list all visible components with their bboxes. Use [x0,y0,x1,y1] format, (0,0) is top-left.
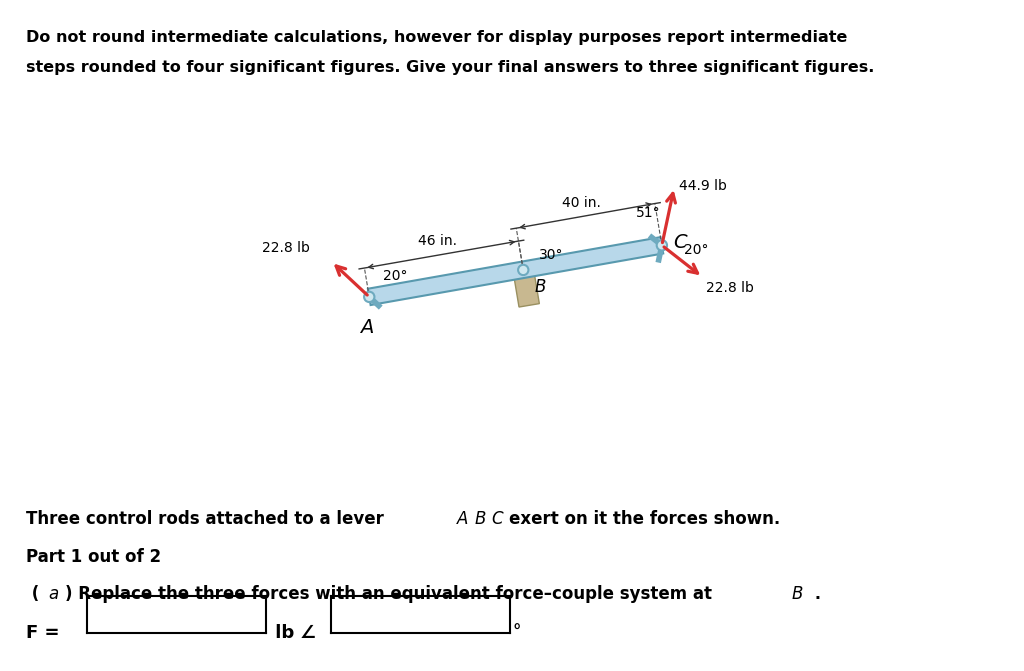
Text: $A$ $B$ $C$: $A$ $B$ $C$ [456,510,505,528]
Text: F =: F = [26,624,59,642]
Text: exert on it the forces shown.: exert on it the forces shown. [509,510,780,528]
Text: Do not round intermediate calculations, however for display purposes report inte: Do not round intermediate calculations, … [26,30,847,45]
Circle shape [518,265,528,275]
Circle shape [656,240,667,250]
Text: ∠: ∠ [300,624,316,642]
Text: Three control rods attached to a lever: Three control rods attached to a lever [26,510,389,528]
Text: ) Replace the three forces with an equivalent force–couple system at: ) Replace the three forces with an equiv… [65,585,717,603]
Text: $B$: $B$ [791,585,803,603]
Text: Part 1 out of 2: Part 1 out of 2 [26,548,161,566]
Text: 20°: 20° [684,244,709,257]
Text: 51°: 51° [636,207,660,220]
Polygon shape [368,237,664,305]
Text: $C$: $C$ [673,233,688,252]
Text: 44.9 lb: 44.9 lb [679,178,727,193]
Text: $A$: $A$ [358,319,374,338]
Text: lb: lb [269,624,301,642]
Polygon shape [514,274,540,307]
Text: (: ( [26,585,39,603]
Text: $a$: $a$ [48,585,59,603]
Text: 46 in.: 46 in. [418,234,457,248]
Text: .: . [809,585,821,603]
Text: 22.8 lb: 22.8 lb [262,242,310,256]
Text: $B$: $B$ [535,278,547,296]
Text: 30°: 30° [539,248,563,262]
Text: 20°: 20° [383,269,408,283]
Text: steps rounded to four significant figures. Give your final answers to three sign: steps rounded to four significant figure… [26,60,873,75]
Text: °: ° [512,624,520,642]
Text: 40 in.: 40 in. [562,196,601,210]
Circle shape [365,292,375,302]
Text: 22.8 lb: 22.8 lb [707,281,755,295]
